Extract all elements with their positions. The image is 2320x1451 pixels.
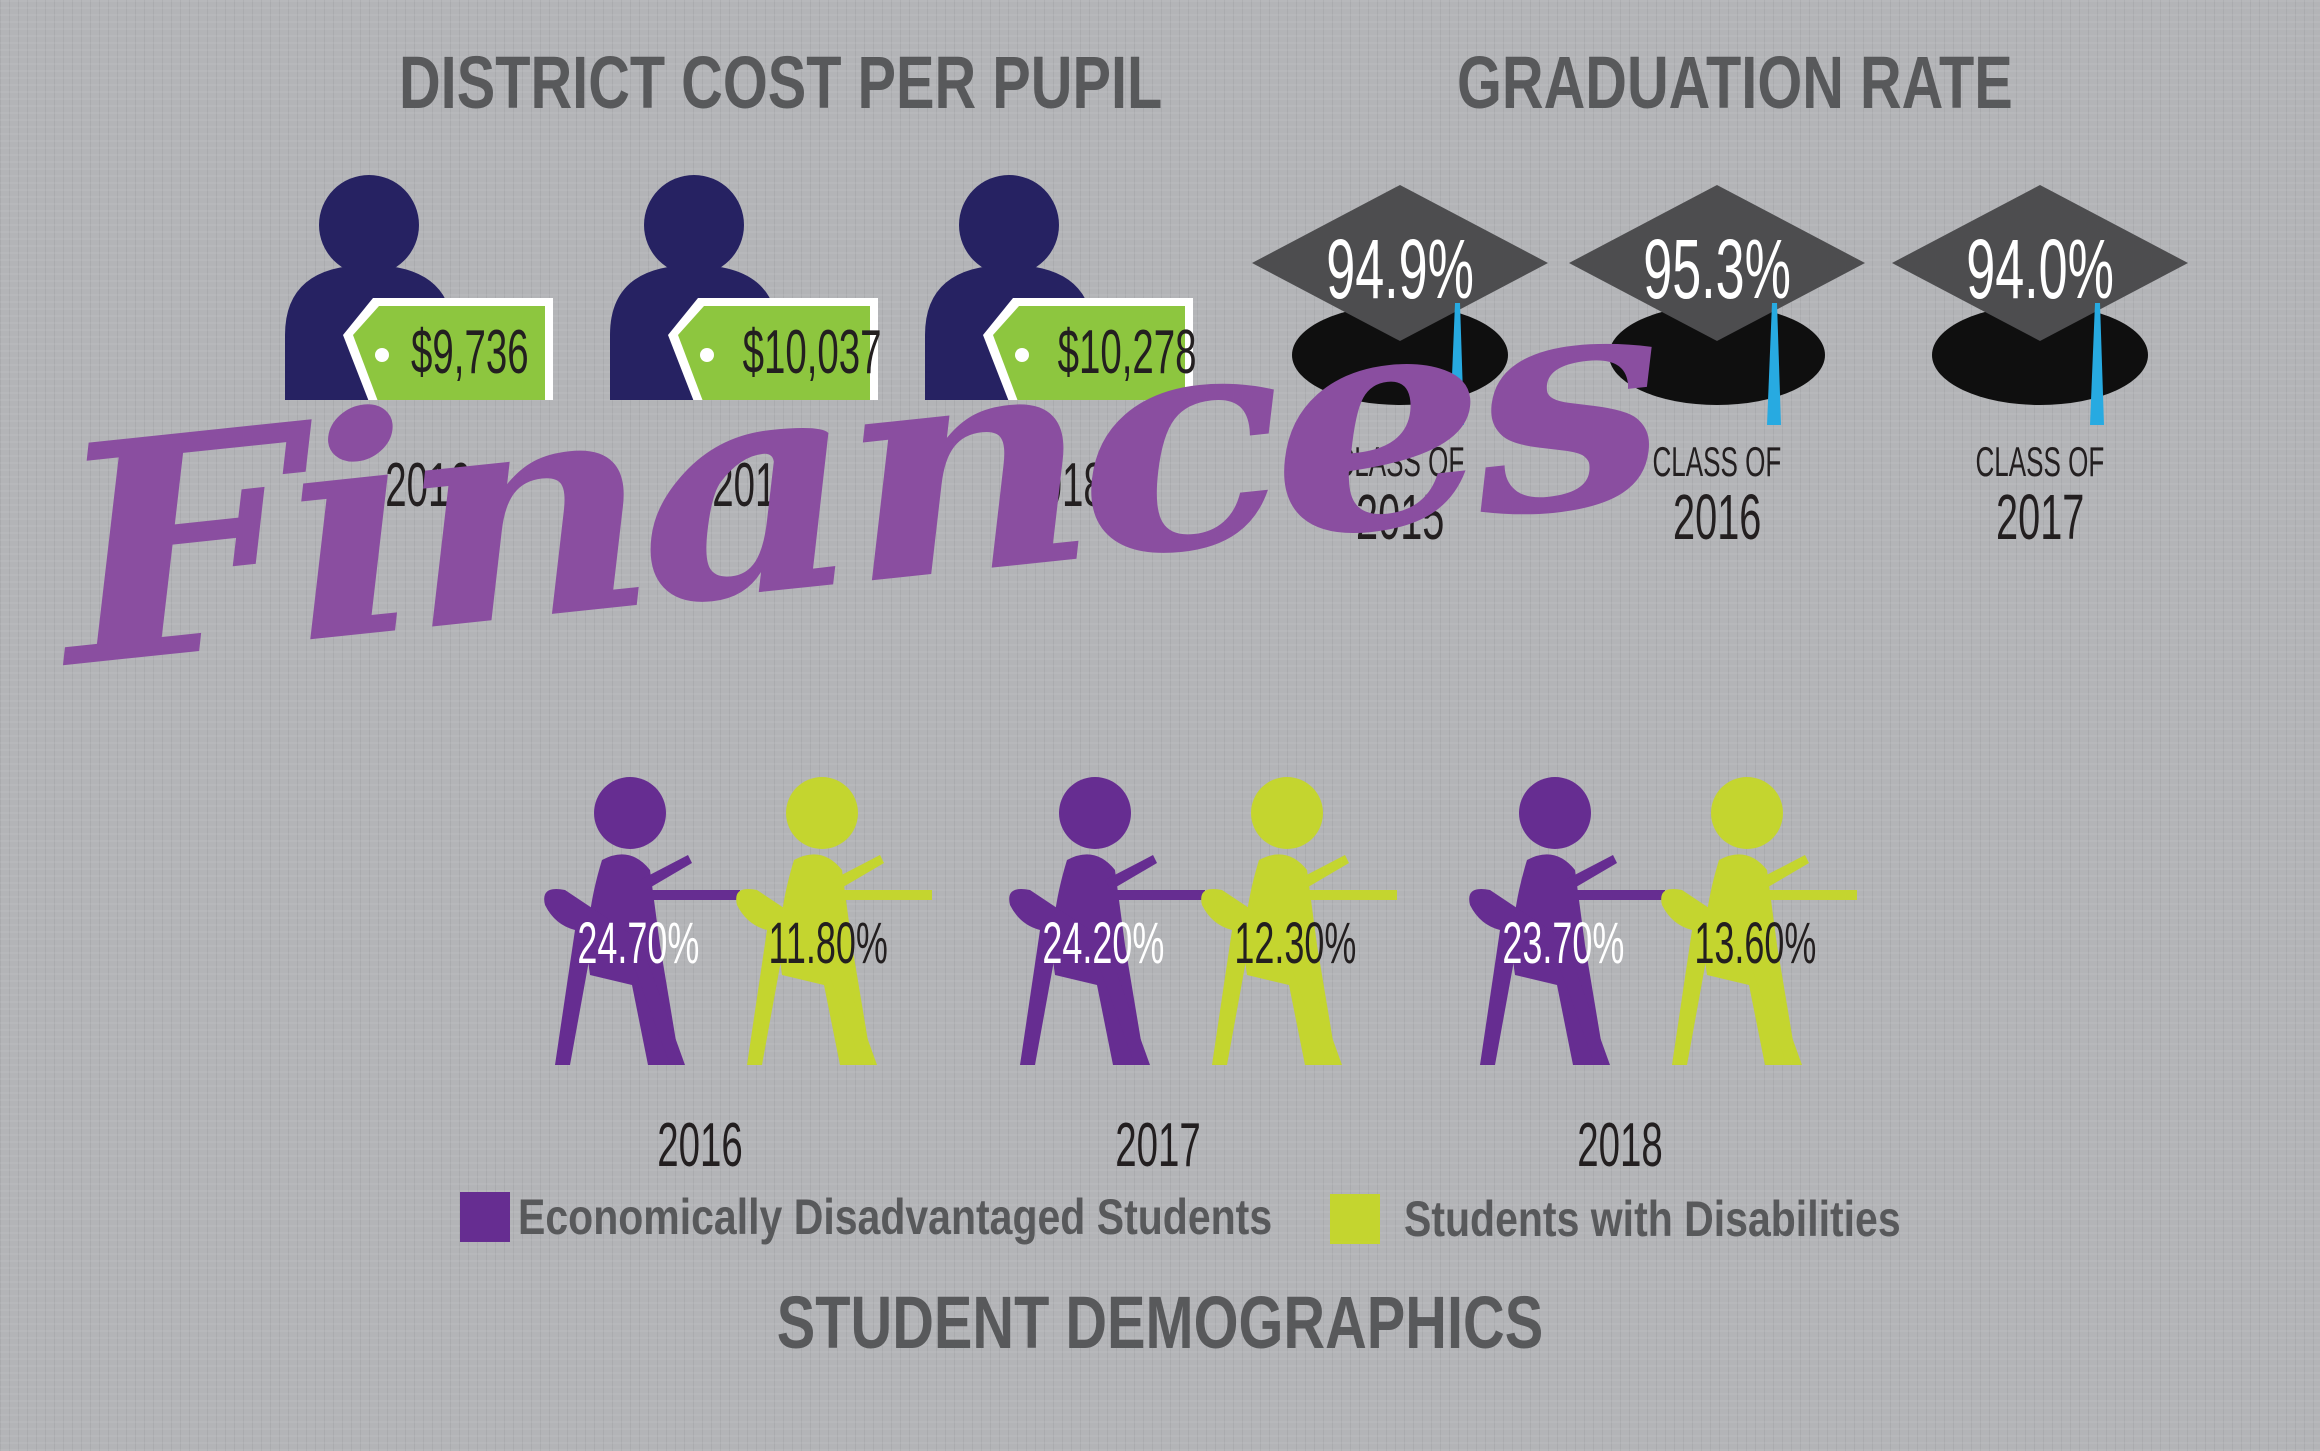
person-icon [925,175,1193,400]
graduation-percent: 94.0% [1966,222,2114,316]
graduation-cap-icon [1892,185,2188,425]
disab-percent: 12.30% [1234,911,1357,976]
cost-year: 2016 [385,451,471,520]
student-at-desk-icon [736,777,932,1065]
demographics-year: 2018 [1577,1111,1663,1180]
student-econ-2018: 23.70% [1445,775,1665,1075]
graduation-item-2016: 95.3% [1567,185,1867,425]
cost-year: 2017 [712,451,798,520]
legend-label: Economically Disadvantaged Students [518,1189,1273,1245]
person-icon [610,175,878,400]
graduation-percent: 95.3% [1643,222,1791,316]
demographics-year: 2016 [657,1111,743,1180]
student-at-desk-icon [1201,777,1397,1065]
disab-percent: 13.60% [1694,911,1817,976]
class-label: CLASS OF 2017 [1975,438,2105,554]
graduation-cap-icon [1569,185,1865,425]
cost-item-2016: $9,736 [285,170,565,400]
graduation-percent: 94.9% [1326,222,1474,316]
cost-year: 2018 [1019,451,1105,520]
cost-item-2018: $10,278 [925,170,1205,400]
student-at-desk-icon [1009,777,1205,1065]
legend-label: Students with Disabilities [1404,1191,1901,1247]
price-tag-icon [668,298,878,400]
price-tag-icon [343,298,553,400]
price-tag-amount: $10,037 [742,318,882,387]
legend-econ: Economically Disadvantaged Students [460,1188,1438,1246]
price-tag-amount: $9,736 [411,318,529,387]
class-label: CLASS OF 2015 [1335,438,1465,554]
graduation-rate-title: GRADUATION RATE [1457,41,2013,124]
class-year: 2016 [1672,481,1762,554]
student-econ-2017: 24.20% [985,775,1205,1075]
disab-percent: 11.80% [768,911,888,976]
class-label: CLASS OF 2016 [1652,438,1782,554]
person-icon [285,175,553,400]
student-disab-2016: 11.80% [712,775,932,1075]
econ-percent: 24.20% [1042,911,1165,976]
cost-per-pupil-title: DISTRICT COST PER PUPIL [399,41,1163,124]
legend-disab: Students with Disabilities [1330,1190,2010,1248]
demographics-year: 2017 [1115,1111,1201,1180]
student-econ-2016: 24.70% [520,775,740,1075]
graduation-item-2017: 94.0% [1890,185,2190,425]
econ-percent: 24.70% [577,911,700,976]
econ-percent: 23.70% [1502,911,1625,976]
student-demographics-title: STUDENT DEMOGRAPHICS [776,1281,1544,1364]
class-year: 2017 [1995,481,2085,554]
class-year: 2015 [1355,481,1445,554]
price-tag-amount: $10,278 [1057,318,1197,387]
cost-item-2017: $10,037 [610,170,890,400]
graduation-item-2015: 94.9% [1250,185,1550,425]
student-at-desk-icon [1469,777,1665,1065]
student-at-desk-icon [1661,777,1857,1065]
price-tag-icon [983,298,1193,400]
graduation-cap-icon [1252,185,1548,425]
legend-swatch-purple [460,1192,510,1242]
student-disab-2017: 12.30% [1177,775,1397,1075]
student-disab-2018: 13.60% [1637,775,1857,1075]
student-at-desk-icon [544,777,740,1065]
legend-swatch-lime [1330,1194,1380,1244]
